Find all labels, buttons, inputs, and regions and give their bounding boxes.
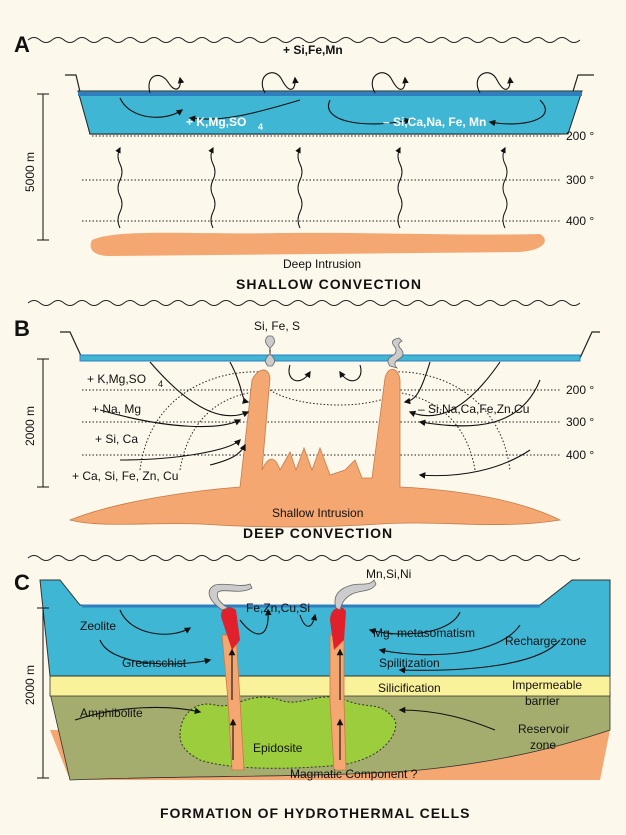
depth-label-b: 2000 m — [23, 406, 37, 446]
caption-c: FORMATION OF HYDROTHERMAL CELLS — [160, 805, 470, 821]
depth-scale-a — [37, 93, 49, 241]
depth-label-c: 2000 m — [23, 665, 37, 705]
chem-left-subscript-a: 4 — [258, 122, 263, 132]
zone-silicification: Silicification — [378, 681, 441, 695]
zone-mg-metasomatism: Mg- metasomatism — [373, 626, 475, 640]
isotherm-400-a: 400 ° — [566, 214, 594, 228]
isotherm-200-b: 200 ° — [566, 383, 594, 397]
intrusion-label-a: Deep Intrusion — [283, 257, 361, 271]
isotherms-a — [82, 135, 560, 222]
panel-a: A + Si,Fe,Mn + K,Mg,SO 4 – Si,Ca,Na, Fe,… — [14, 32, 594, 292]
sea-surface-b — [79, 354, 581, 362]
shallow-intrusion-b — [68, 368, 562, 528]
epidosite-zone-c — [179, 696, 397, 769]
left-label-b-1-sub: 4 — [158, 379, 163, 389]
panel-letter-c: C — [14, 570, 30, 595]
zone-epidosite: Epidosite — [253, 741, 303, 755]
isotherm-domes-b — [139, 371, 511, 471]
panel-letter-b: B — [14, 316, 30, 341]
panel-c: C Fe,Zn,Cu,Si Mn,Si,Ni — [14, 555, 611, 821]
vent-plumes-b — [265, 335, 404, 369]
zone-amphibolite: Amphibolite — [80, 706, 143, 720]
depth-scale-c — [37, 607, 49, 779]
zone-impermeable-line1: Impermeable — [512, 678, 582, 692]
sea-surface-wave-a — [27, 37, 581, 43]
vent-plumes-c — [208, 579, 377, 611]
recharge-arrows-c — [74, 608, 561, 760]
isotherm-200-a: 200 ° — [566, 129, 594, 143]
vent-label-left-c: Fe,Zn,Cu,Si — [246, 601, 310, 615]
left-label-b-3: + Si, Ca — [95, 432, 138, 446]
zone-reservoir-line1: Reservoir — [518, 722, 569, 736]
left-label-b-2: + Na, Mg — [92, 402, 141, 416]
seafloor-outline-b — [60, 331, 600, 359]
sea-water-a — [77, 90, 583, 135]
isotherm-400-b: 400 ° — [566, 448, 594, 462]
vent-conduits-c — [221, 607, 347, 771]
panel-b: B 200 ° 300 ° 400 ° Si, Fe, S — [14, 300, 600, 541]
chem-top-a: + Si,Fe,Mn — [283, 43, 343, 57]
zone-zeolite: Zeolite — [80, 619, 116, 633]
depth-scale-b — [37, 358, 49, 488]
sea-surface-wave-c — [27, 555, 581, 561]
intrusion-label-b: Shallow Intrusion — [272, 506, 363, 520]
zone-reservoir-line2: zone — [530, 738, 556, 752]
right-label-b: – Si,Na,Ca,Fe,Zn,Cu — [418, 402, 529, 416]
caption-b: DEEP CONVECTION — [243, 525, 393, 541]
zone-recharge: Recharge zone — [505, 634, 587, 648]
zone-greenschist: Greenschist — [122, 656, 187, 670]
zone-impermeable-line2: barrier — [525, 694, 560, 708]
zone-magmatic: Magmatic Component ? — [290, 767, 418, 781]
left-label-b-4: + Ca, Si, Fe, Zn, Cu — [72, 469, 178, 483]
depth-label-a: 5000 m — [23, 152, 37, 192]
panel-letter-a: A — [14, 32, 30, 57]
chem-right-a: – Si,Ca,Na, Fe, Mn — [383, 115, 486, 129]
caption-a: SHALLOW CONVECTION — [236, 276, 422, 292]
chem-left-a: + K,Mg,SO — [186, 115, 246, 129]
isotherm-300-a: 300 ° — [566, 173, 594, 187]
rising-fluid-squiggles-a — [115, 146, 508, 229]
vent-label-b: Si, Fe, S — [254, 319, 300, 333]
convection-arrows-a — [119, 72, 546, 127]
vent-label-right-c: Mn,Si,Ni — [366, 567, 411, 581]
deep-intrusion-a — [90, 232, 545, 256]
convection-arrows-b — [99, 361, 541, 479]
isotherm-300-b: 300 ° — [566, 415, 594, 429]
left-label-b-1: + K,Mg,SO — [87, 372, 146, 386]
sea-surface-wave-b — [27, 300, 581, 306]
zone-spilitization: Spilitization — [379, 656, 440, 670]
